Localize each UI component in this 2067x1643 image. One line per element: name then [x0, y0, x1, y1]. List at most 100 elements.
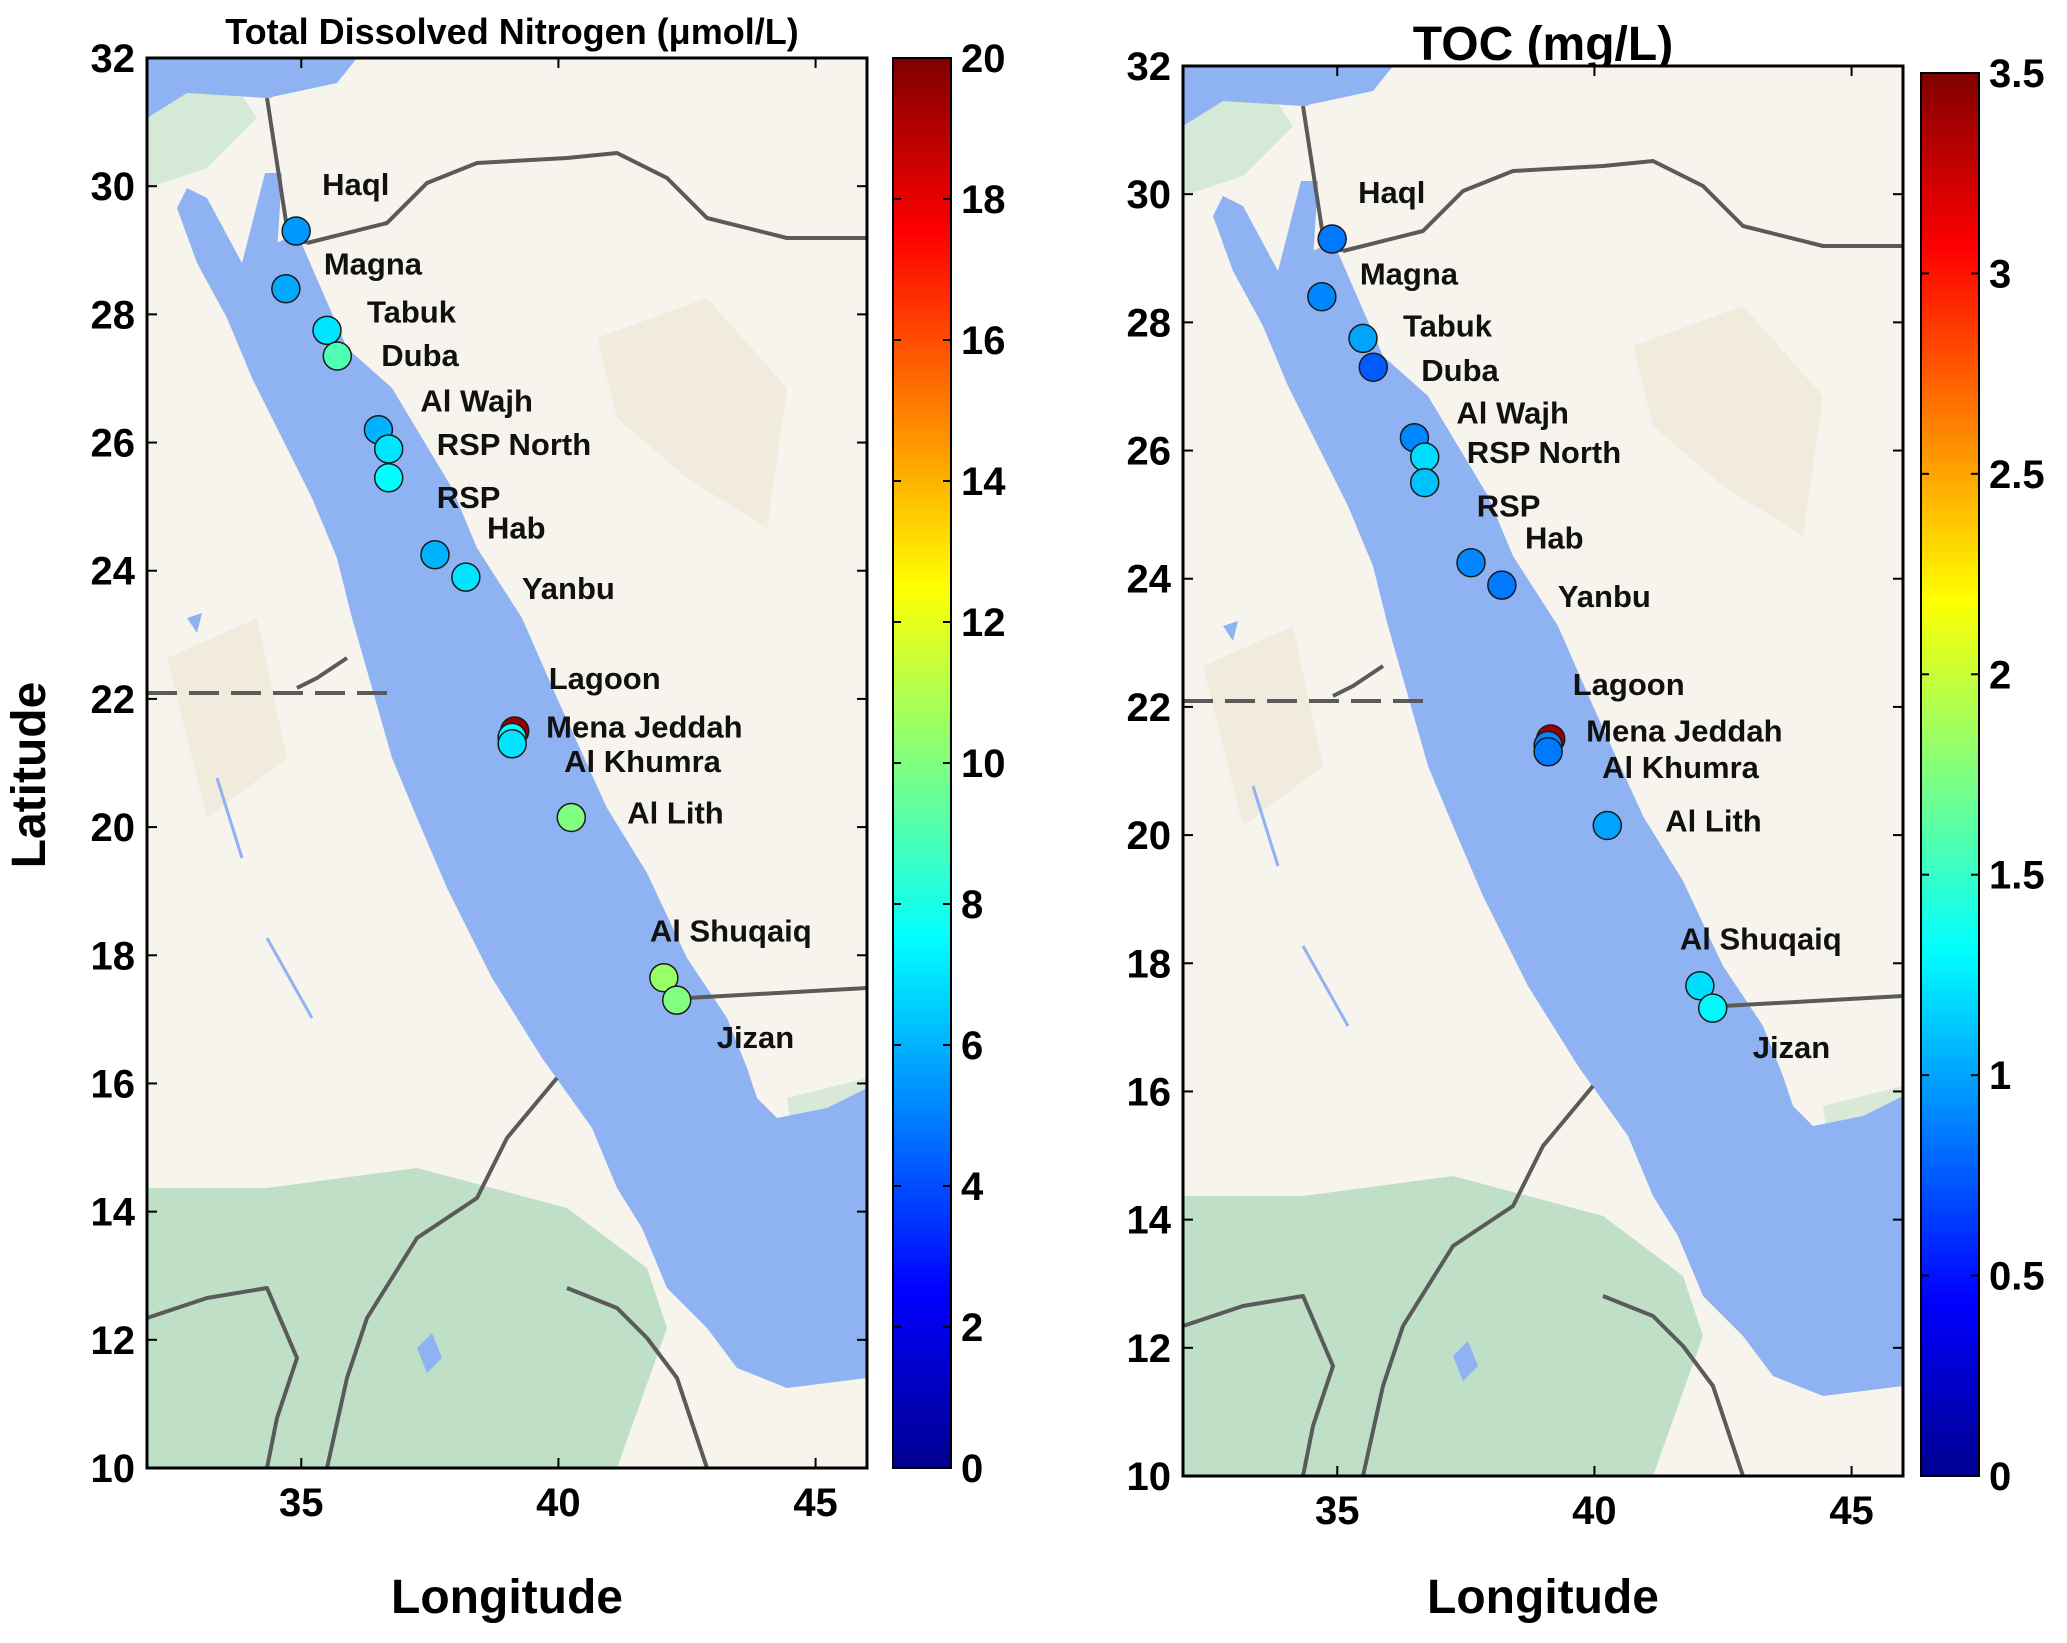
colorbar-tick-label: 0.5 — [1989, 1255, 2045, 1299]
site-label: Duba — [381, 338, 459, 373]
ytick-label: 30 — [1127, 173, 1172, 217]
colorbar-tick-label: 1.5 — [1989, 854, 2045, 898]
colorbar-ticks-tdn: 0 2 4 6 8 10 12 14 16 18 20 — [893, 37, 1006, 1491]
site-label: Duba — [1421, 353, 1499, 388]
xtick-label: 40 — [1572, 1489, 1617, 1533]
sample-point — [1317, 224, 1347, 254]
xlabel-longitude-toc: Longitude — [1427, 1571, 1659, 1624]
colorbar-tick-label: 14 — [961, 460, 1006, 504]
colorbar-tick-label: 6 — [961, 1024, 983, 1068]
colorbar-toc — [1920, 72, 1980, 1477]
ytick-label: 18 — [91, 934, 136, 978]
sample-point — [556, 802, 587, 833]
sample-point — [1307, 281, 1337, 312]
xtick-label: 45 — [1829, 1489, 1874, 1533]
xtick-label: 35 — [1315, 1489, 1360, 1533]
site-label: Al Khumra — [564, 744, 722, 779]
site-label: Al Wajh — [420, 384, 533, 419]
site-label: Haql — [1358, 175, 1425, 210]
ytick-label: 28 — [91, 293, 136, 337]
sample-point — [312, 315, 342, 346]
site-label: Al Lith — [1665, 803, 1761, 838]
ytick-label: 18 — [1127, 942, 1172, 986]
sample-point — [1348, 323, 1378, 354]
ytick-label: 22 — [1127, 686, 1172, 730]
ytick-label: 20 — [1127, 814, 1172, 858]
ytick-label: 10 — [91, 1447, 136, 1491]
colorbar-tick-label: 0 — [1989, 1455, 2011, 1499]
site-label: Al Shuqaiq — [1680, 922, 1842, 957]
ytick-label: 26 — [1127, 430, 1172, 474]
site-label: Magna — [1360, 257, 1459, 292]
site-label: Al Khumra — [1602, 750, 1760, 785]
ytick-label: 16 — [91, 1062, 136, 1106]
sample-point — [1409, 467, 1440, 498]
colorbar-tick-label: 10 — [961, 742, 1006, 786]
sample-point — [1533, 737, 1563, 767]
site-label: RSP North — [1467, 435, 1621, 470]
colorbar-tick-label: 12 — [961, 601, 1006, 645]
sample-point — [451, 562, 481, 592]
colorbar-tick-label: 20 — [961, 37, 1006, 81]
ytick-label: 14 — [1127, 1199, 1172, 1243]
site-label: RSP — [1477, 489, 1541, 524]
ytick-label: 28 — [1127, 301, 1172, 345]
ytick-label: 12 — [1127, 1327, 1172, 1371]
axis-ticks-tdn: 10 12 14 16 18 20 22 24 26 28 30 32 35 40 45 — [91, 37, 867, 1525]
colorbar-tick-label: 18 — [961, 178, 1006, 222]
sample-point — [1685, 970, 1715, 1001]
ytick-label: 32 — [1127, 45, 1172, 89]
sample-point — [661, 985, 692, 1015]
sample-point — [281, 216, 311, 246]
sample-point — [1487, 570, 1517, 600]
site-label: Mena Jeddah — [1586, 713, 1782, 748]
sample-points-toc: Haql Magna Tabuk Duba Al Wajh RSP North RSPHab… — [1307, 175, 1842, 1065]
colorbar-tick-label: 8 — [961, 883, 983, 927]
panel-tdn: Latitude Total Dissolved Nitrogen (μmol/… — [3, 11, 1006, 1624]
site-label: Al Wajh — [1456, 396, 1569, 431]
site-label: RSP North — [437, 427, 591, 462]
sample-point — [420, 539, 450, 570]
site-label: Magna — [324, 247, 423, 282]
site-label: Lagoon — [1573, 667, 1685, 702]
sample-point — [1456, 547, 1486, 578]
colorbar-tick-label: 1 — [1989, 1054, 2011, 1098]
colorbar-tick-label: 4 — [961, 1165, 984, 1209]
sample-point — [649, 962, 679, 993]
ytick-label: 16 — [1127, 1070, 1172, 1114]
ytick-label: 20 — [91, 806, 136, 850]
sample-point — [322, 341, 353, 371]
plot-frame-right — [1181, 64, 1905, 1478]
basemap-left — [145, 56, 869, 1470]
sample-point — [1697, 993, 1728, 1023]
sample-point — [1409, 442, 1440, 472]
ytick-label: 32 — [91, 37, 136, 81]
site-label: Tabuk — [367, 294, 457, 329]
ytick-label: 26 — [91, 422, 136, 466]
site-label: Tabuk — [1403, 308, 1493, 343]
site-label: Yanbu — [522, 571, 615, 606]
title-toc: TOC (mg/L) — [1413, 18, 1673, 71]
xlabel-longitude-tdn: Longitude — [391, 1571, 623, 1624]
colorbar-tick-label: 2 — [961, 1306, 983, 1350]
colorbar-tick-label: 0 — [961, 1447, 983, 1491]
colorbar-tick-label: 2.5 — [1989, 453, 2045, 497]
ytick-label: 10 — [1127, 1455, 1172, 1499]
ytick-label: 22 — [91, 678, 136, 722]
site-label: Jizan — [717, 1020, 795, 1055]
basemap-right — [1181, 64, 1905, 1478]
colorbar-tick-label: 2 — [1989, 653, 2011, 697]
site-label: RSP — [437, 480, 501, 515]
plot-frame-left — [145, 56, 869, 1470]
site-label: Yanbu — [1558, 579, 1651, 614]
xtick-label: 45 — [793, 1481, 838, 1525]
sample-point — [1592, 810, 1623, 841]
site-label: Hab — [487, 511, 546, 546]
axis-ticks-toc: 10 12 14 16 18 20 22 24 26 28 30 32 35 40 45 — [1127, 45, 1903, 1533]
site-label: Mena Jeddah — [546, 709, 742, 744]
xtick-label: 35 — [279, 1481, 324, 1525]
sample-point — [271, 273, 301, 304]
sample-point — [1358, 352, 1389, 382]
xtick-label: 40 — [536, 1481, 581, 1525]
